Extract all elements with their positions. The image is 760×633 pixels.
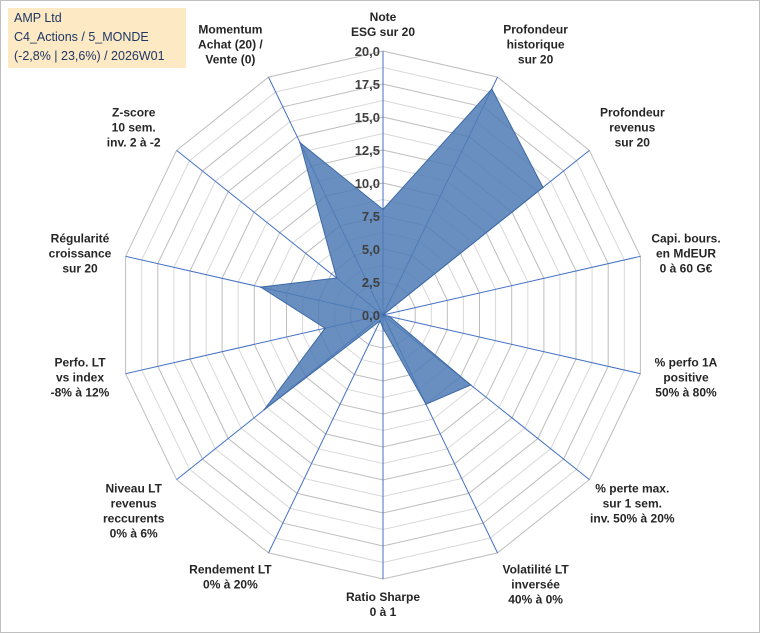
- axis-label: Profondeur historique sur 20: [503, 23, 568, 67]
- axis-label: Profondeur revenus sur 20: [600, 106, 665, 150]
- axis-label-line: en MdEUR: [656, 247, 716, 261]
- axis-label-line: Momentum: [198, 23, 262, 37]
- radar-series: [259, 88, 544, 411]
- company-name: AMP Ltd: [14, 11, 62, 25]
- axis-label-line: positive: [663, 370, 709, 384]
- data-point: [388, 315, 391, 318]
- data-point: [382, 208, 384, 211]
- axis-label-line: 0% à 6%: [110, 526, 158, 540]
- data-point: [259, 286, 262, 288]
- tick-label: 0,0: [362, 308, 380, 323]
- axis-label-line: Perfo. LT: [54, 355, 106, 369]
- tick-label: 20,0: [355, 44, 380, 59]
- data-point: [491, 88, 493, 90]
- axis-label-line: 0 à 60 G€: [660, 262, 713, 276]
- axis-label-line: Régularité: [51, 232, 110, 246]
- series-area: [259, 88, 544, 410]
- axis-label-line: sur 20: [62, 262, 98, 276]
- radial-tick-labels: 0,0 2,5 5,0 7,5 10,0 12,5 15,0 17,5 20,0: [355, 44, 380, 323]
- data-point: [263, 408, 266, 411]
- axis-label-line: 40% à 0%: [508, 593, 563, 607]
- axis-label-line: Achat (20) /: [198, 38, 263, 52]
- data-point: [324, 327, 326, 330]
- axis-label-line: inv. 50% à 20%: [590, 511, 675, 525]
- axis-label-line: Rendement LT: [189, 563, 272, 577]
- axis-label-line: sur 20: [518, 53, 554, 67]
- axis-label-line: Profondeur: [503, 23, 568, 37]
- axis-label: Capi. bours. en MdEUR 0 à 60 G€: [651, 232, 720, 276]
- axis-label-line: Note: [370, 10, 397, 24]
- axis-label-line: sur 20: [615, 136, 651, 150]
- axis-label-line: revenus: [111, 496, 157, 510]
- axis-label: Perfo. LT vs index -8% à 12%: [51, 355, 110, 399]
- data-point: [382, 314, 384, 316]
- axis-label-line: vs index: [56, 370, 104, 384]
- tick-label: 12,5: [355, 143, 380, 158]
- category-label: C4_Actions / 5_MONDE: [14, 30, 149, 44]
- axis-label-line: Profondeur: [600, 106, 665, 120]
- axis-spoke: [382, 314, 641, 375]
- axis-label-line: Capi. bours.: [651, 232, 720, 246]
- axis-label-line: ESG sur 20: [351, 25, 415, 39]
- axis-label-line: % perfo 1A: [655, 355, 718, 369]
- axis-label: % perte max. sur 1 sem. inv. 50% à 20%: [590, 481, 675, 525]
- axis-label-line: % perte max.: [595, 481, 669, 495]
- axis-label-line: 0% à 20%: [203, 578, 258, 592]
- tick-label: 7,5: [362, 209, 380, 224]
- axis-label-line: Volatilité LT: [502, 563, 569, 577]
- tick-label: 15,0: [355, 110, 380, 125]
- data-point: [382, 327, 384, 330]
- tick-label: 17,5: [355, 77, 380, 92]
- axis-label-line: inversée: [511, 578, 560, 592]
- axis-label-line: croissance: [49, 247, 112, 261]
- axis-label-line: historique: [507, 38, 565, 52]
- tick-label: 10,0: [355, 176, 380, 191]
- axis-label: Régularité croissance sur 20: [49, 232, 112, 276]
- axis-label-line: -8% à 12%: [51, 385, 110, 399]
- axis-label: % perfo 1A positive 50% à 80%: [655, 355, 718, 399]
- data-point: [299, 141, 301, 144]
- axis-label-line: 50% à 80%: [655, 385, 717, 399]
- axis-label-line: sur 1 sem.: [603, 496, 662, 510]
- tick-label: 2,5: [362, 275, 380, 290]
- data-point: [379, 320, 381, 322]
- axis-label-line: 10 sem.: [112, 121, 156, 135]
- axis-label-line: inv. 2 à -2: [107, 136, 161, 150]
- period-label: (-2,8% | 23,6%) / 2026W01: [14, 49, 165, 63]
- data-point: [425, 403, 427, 406]
- data-point: [542, 186, 544, 189]
- info-box: AMP Ltd C4_Actions / 5_MONDE (-2,8% | 23…: [8, 8, 186, 68]
- axis-label-line: Vente (0): [205, 53, 255, 67]
- axis-label-line: 0 à 1: [370, 605, 397, 619]
- axis-label-line: Ratio Sharpe: [346, 590, 420, 604]
- axis-label-line: Z-score: [112, 106, 156, 120]
- axis-label: Volatilité LT inversée 40% à 0%: [502, 563, 569, 607]
- data-point: [469, 384, 472, 386]
- axis-label: Rendement LT 0% à 20%: [189, 563, 272, 592]
- axis-spoke: [268, 314, 384, 554]
- axis-label: Z-score 10 sem. inv. 2 à -2: [107, 106, 161, 150]
- data-point: [335, 277, 338, 279]
- axis-label: Momentum Achat (20) / Vente (0): [198, 23, 263, 67]
- axis-label-line: Niveau LT: [105, 481, 162, 495]
- axis-labels: Note ESG sur 20 Profondeur historique sur 20…: [49, 10, 721, 619]
- axis-label-line: reccurents: [103, 511, 165, 525]
- axis-label: Ratio Sharpe 0 à 1: [346, 590, 420, 619]
- tick-label: 5,0: [362, 242, 380, 257]
- axis-label: Niveau LT revenus reccurents 0% à 6%: [103, 481, 165, 540]
- axis-label: Note ESG sur 20: [351, 10, 415, 39]
- axis-label-line: revenus: [609, 121, 655, 135]
- axis-spoke: [382, 255, 641, 316]
